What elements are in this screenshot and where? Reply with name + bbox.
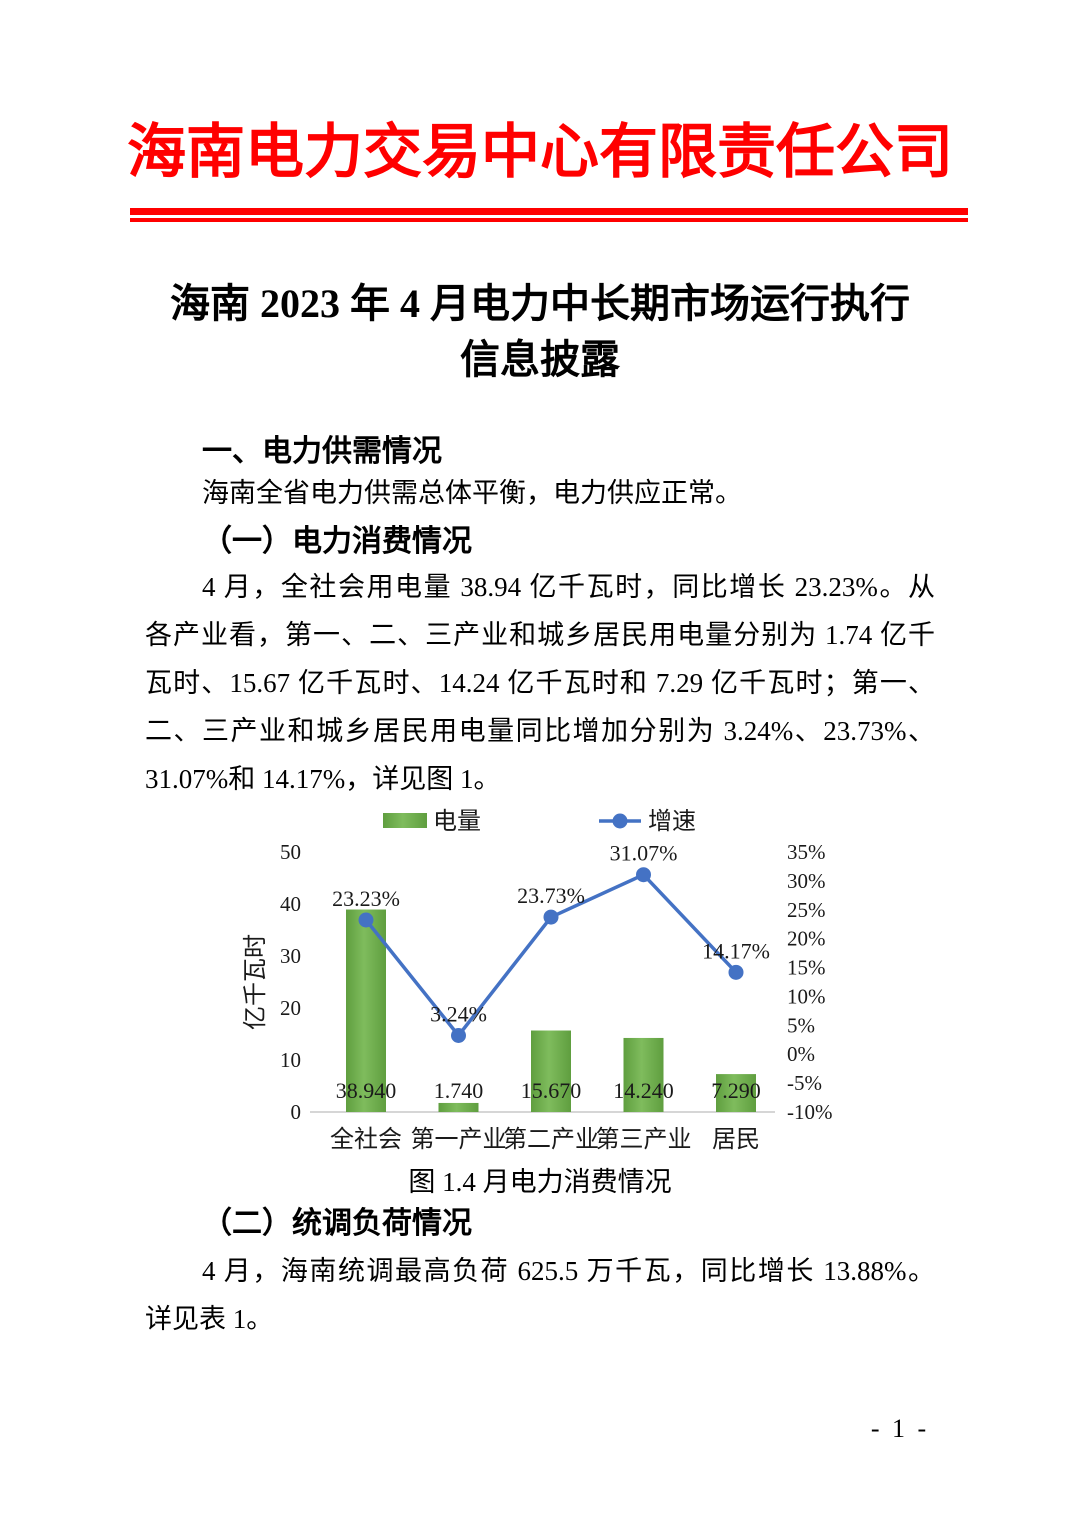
- bar-value-label: 38.940: [336, 1078, 397, 1103]
- line-value-label: 31.07%: [610, 841, 678, 866]
- left-axis-tick: 20: [280, 996, 301, 1020]
- header-rule-thin: [130, 218, 968, 222]
- right-axis-tick: 15%: [787, 956, 826, 980]
- line-marker: [451, 1028, 466, 1044]
- paragraph-supply-balance: 海南全省电力供需总体平衡，电力供应正常。: [202, 478, 742, 508]
- document-title-line2: 信息披露: [460, 337, 620, 382]
- figure-1-caption: 图 1.4 月电力消费情况: [408, 1167, 672, 1197]
- right-axis-tick: 20%: [787, 927, 826, 951]
- paragraph-consumption-line1: 4 月，全社会用电量 38.94 亿千瓦时，同比增长 23.23%。从: [202, 572, 935, 602]
- paragraph-dispatch-load-line1: 4 月，海南统调最高负荷 625.5 万千瓦，同比增长 13.88%。: [202, 1256, 935, 1286]
- line-value-label: 23.23%: [332, 886, 400, 911]
- legend-line-marker: [612, 813, 628, 829]
- line-marker: [728, 964, 744, 980]
- left-axis-tick: 10: [280, 1048, 301, 1072]
- bar-全社会: [346, 909, 386, 1112]
- legend-bar-swatch: [383, 813, 427, 828]
- category-label: 第三产业: [596, 1126, 692, 1153]
- category-label: 第一产业: [411, 1126, 507, 1153]
- paragraph-consumption-line4: 二、三产业和城乡居民用电量同比增加分别为 3.24%、23.73%、: [145, 716, 935, 746]
- bar-value-label: 15.670: [521, 1078, 582, 1103]
- bar-value-label: 14.240: [613, 1078, 674, 1103]
- left-axis-title: 亿千瓦时: [242, 934, 269, 1030]
- bar-value-label: 1.740: [434, 1078, 484, 1103]
- left-axis-tick: 40: [280, 892, 301, 916]
- line-marker: [636, 867, 651, 883]
- document-title-line1: 海南 2023 年 4 月电力中长期市场运行执行: [170, 281, 910, 326]
- header-rule-thick: [130, 208, 968, 215]
- right-axis-tick: 30%: [787, 869, 826, 893]
- paragraph-consumption-line3: 瓦时、15.67 亿千瓦时、14.24 亿千瓦时和 7.29 亿千瓦时；第一、: [145, 668, 935, 698]
- left-axis-tick: 0: [291, 1100, 302, 1124]
- paragraph-consumption-line2: 各产业看，第一、二、三产业和城乡居民用电量分别为 1.74 亿千: [145, 620, 935, 650]
- left-axis-tick: 50: [280, 840, 301, 864]
- bar-value-label: 7.290: [711, 1078, 761, 1103]
- line-value-label: 23.73%: [517, 883, 585, 908]
- line-marker: [358, 912, 374, 928]
- subsection-heading-power-consumption: （一）电力消费情况: [202, 525, 472, 558]
- line-marker: [543, 909, 559, 925]
- section-heading-power-supply-demand: 一、电力供需情况: [202, 435, 442, 468]
- header-rule: [130, 208, 968, 222]
- company-title: 海南电力交易中心有限责任公司: [126, 119, 953, 185]
- subsection-heading-dispatch-load: （二）统调负荷情况: [202, 1207, 472, 1240]
- right-axis-tick: 25%: [787, 898, 826, 922]
- right-axis-tick: 5%: [787, 1013, 815, 1037]
- right-axis-tick: 35%: [787, 840, 826, 864]
- bar-第一产业: [438, 1102, 479, 1112]
- document-title: 海南 2023 年 4 月电力中长期市场运行执行 信息披露: [0, 276, 1080, 388]
- header-rule-gap: [130, 215, 968, 218]
- category-label: 全社会: [330, 1126, 402, 1153]
- line-value-label: 14.17%: [702, 938, 770, 963]
- right-axis-tick: -10%: [787, 1100, 833, 1124]
- line-value-label: 3.24%: [430, 1002, 487, 1027]
- right-axis-tick: 10%: [787, 984, 826, 1008]
- bar-居民: [716, 1074, 756, 1112]
- bar-第二产业: [531, 1030, 571, 1112]
- bar-第三产业: [623, 1037, 664, 1112]
- paragraph-consumption-line5: 31.07%和 14.17%，详见图 1。: [145, 764, 501, 794]
- left-axis-tick: 30: [280, 944, 301, 968]
- right-axis-tick: -5%: [787, 1071, 822, 1095]
- figure-1-chart: 38.940 1.740 15.670 14.240 7.290 0 10 20 30 40 50 -…: [235, 795, 845, 1165]
- paragraph-dispatch-load-line2: 详见表 1。: [145, 1304, 274, 1334]
- page-number: - 1 -: [870, 1414, 930, 1443]
- right-axis-tick: 0%: [787, 1042, 815, 1066]
- category-label: 第二产业: [503, 1126, 599, 1153]
- legend-line-label: 增速: [648, 808, 696, 835]
- legend-bar-label: 电量: [433, 808, 481, 835]
- consumption-chart-svg: 38.940 1.740 15.670 14.240 7.290 0 10 20 30 40 50 -…: [242, 808, 833, 1153]
- category-label: 居民: [712, 1127, 760, 1153]
